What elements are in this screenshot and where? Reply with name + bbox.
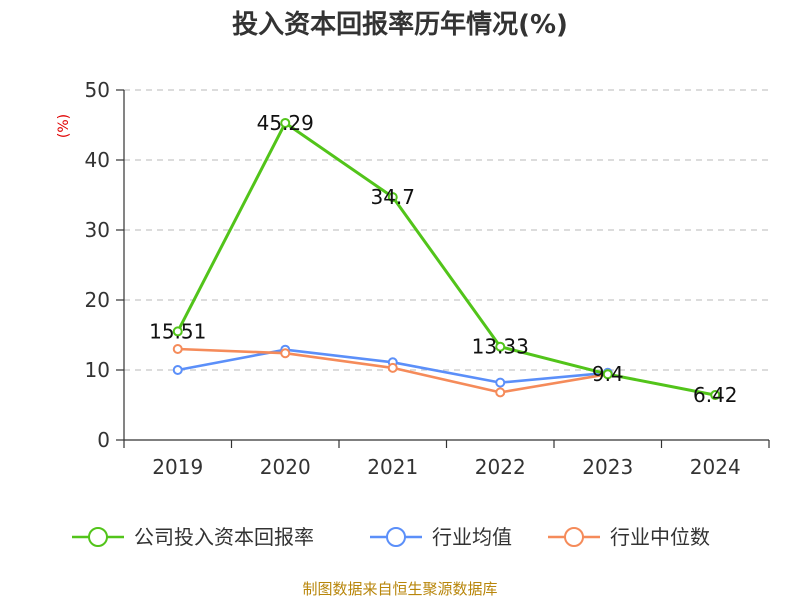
legend: 公司投入资本回报率 行业均值 行业中位数 [72, 525, 710, 549]
data-point [280, 117, 291, 128]
legend-label: 公司投入资本回报率 [134, 525, 314, 549]
legend-item: 行业均值 [370, 525, 512, 549]
series-line [176, 121, 716, 397]
data-label: 13.33 [472, 335, 529, 359]
grid-layer [124, 89, 769, 371]
x-tick-label: 2024 [690, 455, 741, 479]
data-point [495, 341, 506, 352]
x-tick-label: 2023 [582, 455, 633, 479]
y-tick-label: 10 [85, 358, 110, 382]
data-point [387, 192, 398, 203]
legend-swatch-marker [564, 527, 584, 547]
x-tick-label: 2020 [260, 455, 311, 479]
x-tick-label: 2021 [367, 455, 418, 479]
legend-label: 行业均值 [432, 525, 512, 549]
data-point [280, 348, 291, 359]
source-note: 制图数据来自恒生聚源数据库 [302, 580, 497, 598]
legend-swatch-marker [88, 527, 108, 547]
legend-swatch-marker [386, 527, 406, 547]
data-label: 9.4 [592, 362, 624, 386]
data-point [602, 369, 613, 380]
data-label: 45.29 [257, 111, 314, 135]
axis-layer: 0 10 20 30 40 50 2019 2020 2021 2022 2023 2024 [85, 78, 770, 479]
data-point [495, 377, 506, 388]
legend-item: 行业中位数 [548, 525, 710, 549]
chart-title: 投入资本回报率历年情况(%) [232, 9, 568, 40]
series-layer [172, 117, 721, 401]
data-label: 34.7 [370, 185, 415, 209]
data-point [495, 387, 506, 398]
y-tick-label: 0 [97, 428, 110, 452]
data-point [172, 344, 183, 354]
data-point [387, 362, 398, 373]
y-tick-label: 30 [85, 218, 110, 242]
y-tick-label: 20 [85, 288, 110, 312]
y-tick-label: 40 [85, 148, 110, 172]
data-point [172, 326, 183, 337]
data-label: 15.51 [149, 319, 206, 343]
legend-label: 行业中位数 [610, 525, 710, 549]
data-point [710, 390, 721, 401]
x-tick-label: 2019 [152, 455, 203, 479]
data-point [172, 365, 183, 375]
y-axis-label: (%) [56, 114, 72, 138]
legend-item: 公司投入资本回报率 [72, 525, 314, 549]
x-tick-label: 2022 [475, 455, 526, 479]
data-label: 6.42 [693, 383, 738, 407]
y-tick-label: 50 [85, 78, 110, 102]
label-layer: 15.51 45.29 34.7 13.33 9.4 6.42 [149, 111, 737, 407]
